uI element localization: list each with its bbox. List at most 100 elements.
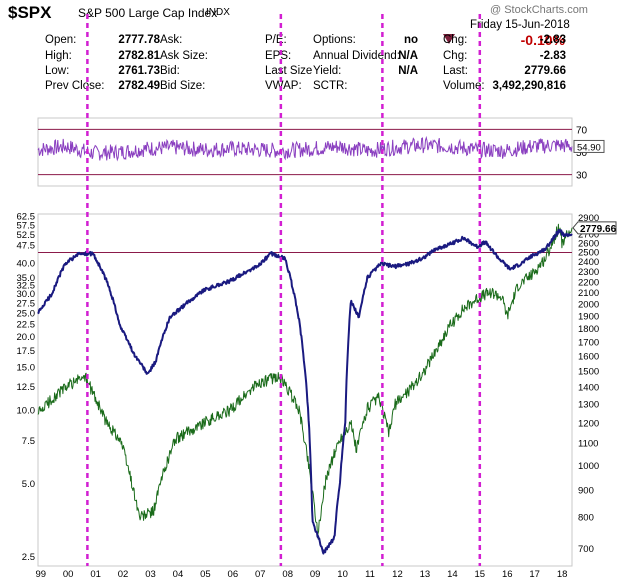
field-label: Prev Close: <box>45 80 105 92</box>
field-label: Last: <box>443 65 468 77</box>
right-axis-tick-label: 2900 <box>578 213 599 224</box>
ratio-series-line <box>37 229 573 555</box>
right-axis-tick-label: 2400 <box>578 257 599 268</box>
left-axis-tick-label: 15.0 <box>17 363 36 374</box>
right-axis-tick-label: 1900 <box>578 311 599 322</box>
right-axis-tick-label: 1700 <box>578 337 599 348</box>
right-axis-tick-label: 2700 <box>578 230 599 241</box>
field-value: N/A <box>398 50 418 62</box>
left-axis-tick-label: 20.0 <box>17 332 36 343</box>
field-value: -2.83 <box>539 34 566 46</box>
price-series-line <box>37 223 573 539</box>
quote-header: $SPX S&P 500 Large Cap Index INDX @ Stoc… <box>0 0 620 92</box>
x-axis-tick-label: 15 <box>475 569 486 580</box>
right-axis-tick-label: 2300 <box>578 267 599 278</box>
right-axis-tick-label: 2500 <box>578 248 599 259</box>
indicator-tick-label: 70 <box>576 125 588 136</box>
left-axis-tick-label: 12.5 <box>17 382 36 393</box>
field-label: SCTR: <box>313 80 348 92</box>
field-label: Bid: <box>160 65 180 77</box>
right-axis-tick-label: 800 <box>578 513 594 524</box>
right-axis-tick-label: 1100 <box>578 439 598 450</box>
left-axis-tick-label: 40.0 <box>17 259 36 270</box>
right-axis-tick-label: 1200 <box>578 418 599 429</box>
change-percent: -0.10% <box>520 32 565 48</box>
x-axis-tick-label: 16 <box>502 569 513 580</box>
right-axis-tick-label: 2600 <box>578 238 599 249</box>
right-axis-tick-label: 2100 <box>578 288 599 299</box>
down-arrow-icon <box>443 34 455 44</box>
left-axis-tick-label: 10.0 <box>17 405 36 416</box>
left-axis-tick-label: 2.5 <box>22 552 35 563</box>
x-axis-tick-label: 99 <box>35 569 46 580</box>
field-value: -2.83 <box>539 50 566 62</box>
field-label: Chg: <box>443 50 468 62</box>
field-label: VWAP: <box>265 80 302 92</box>
field-label: Ask: <box>160 34 183 46</box>
indicator-tick-label: 30 <box>576 171 588 182</box>
indicator-tick-label: 50 <box>576 148 588 159</box>
left-axis-tick-label: 35.0 <box>17 273 36 284</box>
x-axis-tick-label: 14 <box>447 569 458 580</box>
indicator-last-value-box <box>573 139 605 153</box>
x-axis-tick-label: 04 <box>173 569 184 580</box>
left-axis-tick-label: 27.5 <box>17 298 36 309</box>
field-label: Low: <box>45 65 70 77</box>
field-value: 3,492,290,816 <box>492 80 566 92</box>
price-last-value-label: 2779.66 <box>580 224 617 235</box>
x-axis-tick-label: 08 <box>282 569 293 580</box>
left-axis-tick-label: 32.5 <box>17 281 36 292</box>
x-axis-tick-label: 11 <box>365 569 375 580</box>
field-value: no <box>403 34 418 46</box>
x-axis-tick-label: 07 <box>255 569 266 580</box>
right-axis-tick-label: 2200 <box>578 277 599 288</box>
left-axis-tick-label: 5.0 <box>22 479 35 490</box>
left-axis-tick-label: 57.5 <box>17 220 36 231</box>
right-axis-tick-label: 1500 <box>578 366 599 377</box>
field-label: Ask Size: <box>160 50 208 62</box>
indicator-last-value-label: 54.90 <box>577 142 601 153</box>
field-label: High: <box>45 50 72 62</box>
field-value: 2782.49 <box>118 80 160 92</box>
left-axis-tick-label: 25.0 <box>17 308 36 319</box>
x-axis-tick-label: 09 <box>310 569 321 580</box>
exchange: INDX <box>206 7 230 18</box>
right-axis-tick-label: 1800 <box>578 324 599 335</box>
left-axis-tick-label: 47.5 <box>17 241 36 252</box>
right-axis-tick-label: 1400 <box>578 382 599 393</box>
left-axis-tick-label: 30.0 <box>17 289 36 300</box>
x-axis-tick-label: 01 <box>90 569 101 580</box>
left-axis-tick-label: 22.5 <box>17 320 36 331</box>
x-axis-tick-label: 02 <box>118 569 129 580</box>
field-label: Options: <box>313 34 356 46</box>
x-axis-tick-label: 18 <box>557 569 568 580</box>
watermark: @ StockCharts.com <box>490 4 588 16</box>
field-value: N/A <box>398 65 418 77</box>
indicator-line <box>37 135 573 162</box>
x-axis-tick-label: 12 <box>392 569 403 580</box>
quote-date: Friday 15-Jun-2018 <box>470 19 570 31</box>
x-axis-tick-label: 05 <box>200 569 211 580</box>
right-axis-tick-label: 1300 <box>578 400 599 411</box>
index-name: S&P 500 Large Cap Index <box>78 6 218 20</box>
right-axis-tick-label: 1600 <box>578 351 599 362</box>
x-axis-tick-label: 00 <box>63 569 74 580</box>
field-label: Open: <box>45 34 77 46</box>
field-label: Annual Dividend: <box>313 50 400 62</box>
left-axis-tick-label: 7.5 <box>22 436 35 447</box>
field-value: 2782.81 <box>118 50 160 62</box>
field-value: 2777.78 <box>118 34 160 46</box>
main-frame <box>37 213 573 567</box>
x-axis-tick-label: 17 <box>529 569 540 580</box>
field-label: Chg: <box>443 34 468 46</box>
right-axis-tick-label: 900 <box>578 485 594 496</box>
field-label: Last Size <box>265 65 313 77</box>
x-axis-tick-label: 03 <box>145 569 156 580</box>
field-label: Bid Size: <box>160 80 206 92</box>
right-axis-tick-label: 700 <box>578 544 594 555</box>
left-axis-tick-label: 52.5 <box>17 230 36 241</box>
x-axis-tick-label: 10 <box>337 569 348 580</box>
left-axis-tick-label: 17.5 <box>17 346 36 357</box>
field-label: Yield: <box>313 65 342 77</box>
